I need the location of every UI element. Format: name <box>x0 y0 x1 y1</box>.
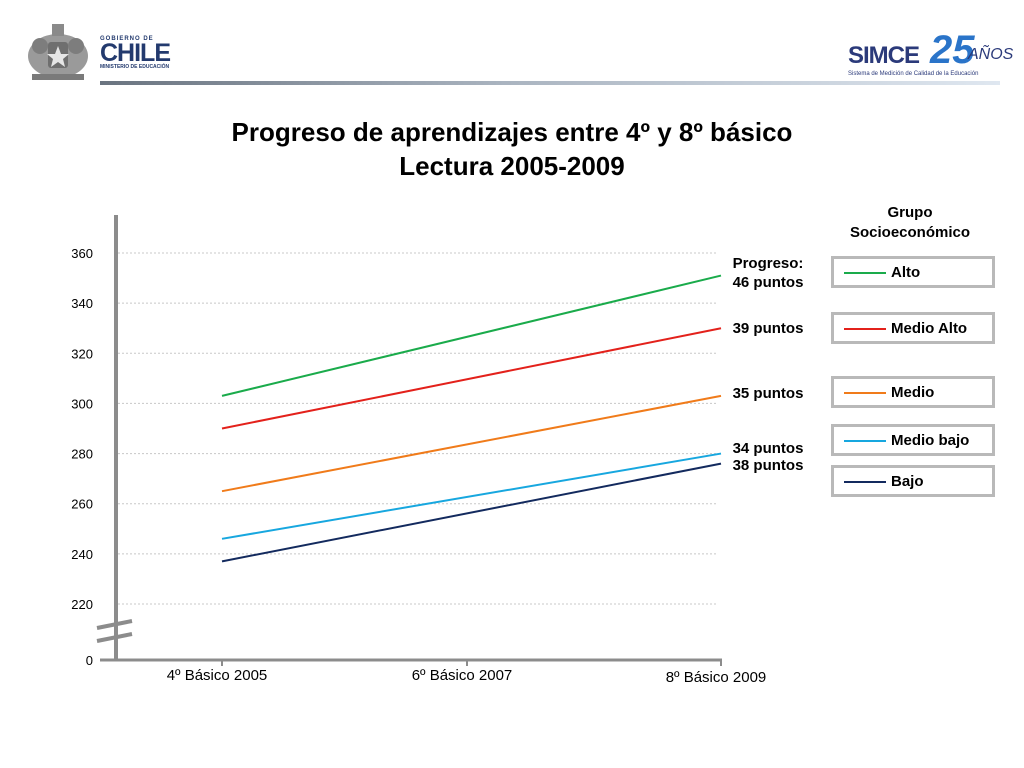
x-tick-label-0: 4º Básico 2005 <box>167 667 268 684</box>
progress-label-alto-line1: Progreso: <box>732 255 804 272</box>
legend-item-medio-alto: Medio Alto <box>831 312 995 344</box>
y-tick-label-300: 300 <box>71 396 93 411</box>
gov-main-text: CHILE <box>100 39 171 67</box>
y-tick-label-280: 280 <box>71 447 93 462</box>
coat-of-arms-icon <box>28 24 88 80</box>
axis-break-mark-lower <box>96 632 133 643</box>
gobierno-logo <box>18 20 168 84</box>
y-tick-label-340: 340 <box>71 296 93 311</box>
header: GOBIERNO DE CHILE MINISTERIO DE EDUCACIÓ… <box>0 0 1024 95</box>
chart-title: Progreso de aprendizajes entre 4º y 8º b… <box>231 117 793 147</box>
y-tick-label-0: 0 <box>86 653 93 668</box>
legend-title-line1: Grupo <box>887 204 933 221</box>
progress-label-medio: 35 puntos <box>732 385 804 402</box>
x-tick-label-2: 8º Básico 2009 <box>666 669 767 686</box>
legend-swatch-medio <box>844 392 886 394</box>
legend-swatch-alto <box>844 272 886 274</box>
simce-number: 25 <box>930 28 975 72</box>
y-tick-label-360: 360 <box>71 246 93 261</box>
header-divider <box>100 81 1000 85</box>
simce-anos: AÑOS <box>968 46 1014 63</box>
y-tick-label-240: 240 <box>71 547 93 562</box>
legend-item-alto: Alto <box>831 256 995 288</box>
legend-title: Grupo Socioeconómico <box>830 203 990 243</box>
legend-item-bajo: Bajo <box>831 465 995 497</box>
progress-label-alto: Progreso: 46 puntos <box>722 254 814 292</box>
legend-label-alto: Alto <box>891 264 921 281</box>
legend-swatch-bajo <box>844 481 886 483</box>
progress-label-bajo: 38 puntos <box>732 457 804 474</box>
series-line-medio-alto <box>221 327 722 430</box>
axis-break-mark-upper <box>96 619 133 630</box>
legend-label-medio-alto: Medio Alto <box>891 320 968 337</box>
legend-swatch-medio-bajo <box>844 440 886 442</box>
x-tick-label-1: 6º Básico 2007 <box>412 667 513 684</box>
legend-title-line2: Socioeconómico <box>849 224 971 241</box>
legend-label-bajo: Bajo <box>891 473 924 490</box>
series-line-medio-bajo <box>221 452 722 540</box>
chart-subtitle: Lectura 2005-2009 <box>399 151 625 181</box>
y-tick-label-220: 220 <box>71 597 93 612</box>
gobierno-text: GOBIERNO DE CHILE MINISTERIO DE EDUCACIÓ… <box>100 36 171 70</box>
gov-top-text: GOBIERNO DE <box>100 36 154 42</box>
simce-logo: SIMCE 25 AÑOS Sistema de Medición de Cal… <box>848 28 1013 80</box>
y-tick-label-260: 260 <box>71 497 93 512</box>
progress-label-medio-alto: 39 puntos <box>732 320 804 337</box>
simce-word: SIMCE <box>848 42 920 69</box>
legend-label-medio-bajo: Medio bajo <box>891 432 970 449</box>
gov-bottom-text: MINISTERIO DE EDUCACIÓN <box>100 64 170 70</box>
series-line-medio <box>221 394 722 493</box>
legend-item-medio: Medio <box>831 376 995 408</box>
series-line-bajo <box>221 462 722 563</box>
simce-subtitle: Sistema de Medición de Calidad de la Edu… <box>848 71 979 77</box>
legend-swatch-medio-alto <box>844 328 886 330</box>
legend-label-medio: Medio <box>891 384 935 401</box>
y-tick-label-320: 320 <box>71 346 93 361</box>
series-line-alto <box>221 274 722 397</box>
legend-item-medio-bajo: Medio bajo <box>831 424 995 456</box>
progress-label-medio-bajo: 34 puntos <box>732 440 804 457</box>
progress-label-alto-line2: 46 puntos <box>732 274 804 291</box>
